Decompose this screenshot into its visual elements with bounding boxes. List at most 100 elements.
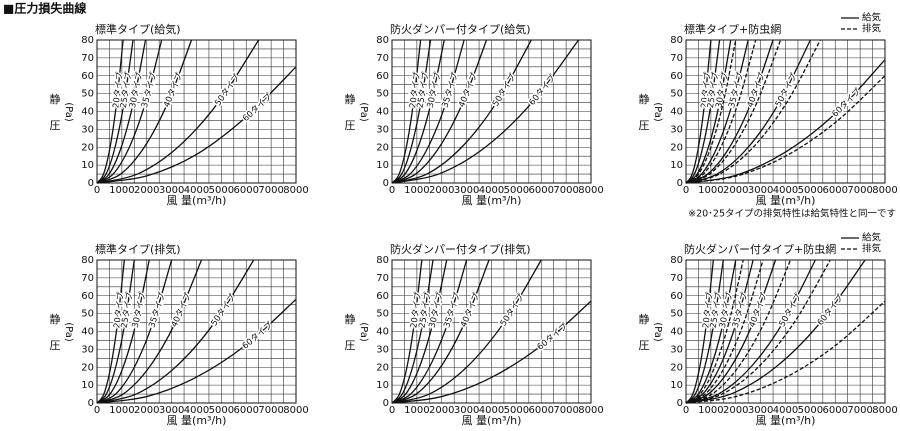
x-tick-label: 5000 xyxy=(504,405,529,416)
x-tick-label: 6000 xyxy=(234,405,259,416)
y-tick-label: 20 xyxy=(670,142,683,153)
curve xyxy=(391,259,448,404)
y-tick-label: 60 xyxy=(81,291,94,302)
y-tick-label: 50 xyxy=(81,309,94,320)
plot-frame xyxy=(685,259,886,404)
y-axis-label: 静 xyxy=(639,312,650,326)
y-tick-label: 60 xyxy=(376,71,389,82)
y-axis-unit: (Pa) xyxy=(358,322,369,342)
curve xyxy=(685,39,774,184)
y-axis-label: 圧 xyxy=(345,339,356,352)
y-tick-label: 0 xyxy=(88,178,94,189)
y-tick-label: 40 xyxy=(670,107,683,118)
curve xyxy=(96,259,150,404)
y-tick-label: 10 xyxy=(670,160,683,171)
curve xyxy=(685,39,757,184)
x-tick-label: 4000 xyxy=(184,405,209,416)
x-tick-label: 2000 xyxy=(429,405,454,416)
y-tick-label: 60 xyxy=(670,71,683,82)
x-tick-label: 5000 xyxy=(209,185,234,196)
x-tick-label: 5000 xyxy=(798,405,823,416)
y-tick-label: 30 xyxy=(376,124,389,135)
x-axis-label: 風 量(m³/h) xyxy=(462,414,522,427)
y-tick-label: 40 xyxy=(376,107,389,118)
y-tick-label: 40 xyxy=(670,327,683,338)
y-tick-label: 10 xyxy=(81,160,94,171)
x-tick-label: 0 xyxy=(389,405,395,416)
curve-label: 40タイプ xyxy=(162,71,185,109)
curve xyxy=(685,59,886,184)
y-tick-label: 80 xyxy=(670,35,683,46)
y-axis-label: 圧 xyxy=(50,119,61,132)
curve xyxy=(685,259,754,404)
x-tick-label: 1000 xyxy=(404,405,429,416)
x-tick-label: 4000 xyxy=(773,405,798,416)
x-tick-label: 8000 xyxy=(578,185,603,196)
curve xyxy=(391,259,423,404)
curve-label: 60タイプ xyxy=(241,320,276,351)
y-tick-label: 80 xyxy=(670,255,683,266)
y-axis-unit: (Pa) xyxy=(63,322,74,342)
y-axis-label: 静 xyxy=(345,92,356,106)
curve xyxy=(96,66,297,184)
curve-label: 20タイプ xyxy=(112,71,126,109)
x-tick-label: 1000 xyxy=(109,405,134,416)
x-tick-label: 7000 xyxy=(847,405,872,416)
curve xyxy=(685,39,721,184)
y-tick-label: 70 xyxy=(376,273,389,284)
curve xyxy=(391,39,422,184)
legend-label: 給気 xyxy=(862,232,882,244)
y-tick-label: 50 xyxy=(376,309,389,320)
x-tick-label: 6000 xyxy=(823,185,848,196)
curve xyxy=(96,39,193,184)
curve-label: 50タイプ xyxy=(777,292,804,329)
curve xyxy=(96,259,173,404)
plot-frame xyxy=(391,259,592,404)
x-tick-label: 2000 xyxy=(429,185,454,196)
y-tick-label: 10 xyxy=(670,380,683,391)
y-tick-label: 10 xyxy=(376,380,389,391)
curve xyxy=(685,259,715,404)
y-tick-label: 60 xyxy=(376,291,389,302)
curve xyxy=(685,300,886,404)
y-tick-label: 30 xyxy=(376,344,389,355)
x-tick-label: 7000 xyxy=(258,405,283,416)
y-axis-label: 静 xyxy=(639,92,650,106)
y-tick-label: 70 xyxy=(81,273,94,284)
y-tick-label: 50 xyxy=(670,309,683,320)
curve xyxy=(96,259,255,404)
curve xyxy=(685,39,737,184)
curve xyxy=(391,259,490,404)
curve xyxy=(391,39,465,184)
curve xyxy=(685,39,712,184)
legend-label: 排気 xyxy=(862,243,882,255)
curve xyxy=(96,259,126,404)
y-tick-label: 50 xyxy=(376,89,389,100)
x-tick-label: 3000 xyxy=(748,405,773,416)
y-tick-label: 20 xyxy=(376,142,389,153)
curve xyxy=(391,39,532,184)
curve-label: 50タイプ xyxy=(491,72,519,109)
x-tick-label: 3000 xyxy=(159,185,184,196)
y-tick-label: 10 xyxy=(81,380,94,391)
y-tick-label: 0 xyxy=(677,178,683,189)
y-tick-label: 50 xyxy=(670,89,683,100)
curve xyxy=(391,300,592,404)
x-tick-label: 2000 xyxy=(723,405,748,416)
y-tick-label: 20 xyxy=(81,362,94,373)
x-tick-label: 3000 xyxy=(159,405,184,416)
x-tick-label: 1000 xyxy=(404,185,429,196)
y-tick-label: 20 xyxy=(81,142,94,153)
plot-frame xyxy=(96,39,297,184)
x-axis-label: 風 量(m³/h) xyxy=(167,414,227,427)
x-axis-label: 風 量(m³/h) xyxy=(756,414,816,427)
curve xyxy=(685,259,831,404)
y-tick-label: 30 xyxy=(81,344,94,355)
x-tick-label: 8000 xyxy=(283,405,308,416)
x-tick-label: 5000 xyxy=(209,405,234,416)
y-tick-label: 0 xyxy=(88,398,94,409)
y-axis-label: 静 xyxy=(50,92,61,106)
curve xyxy=(685,259,724,404)
x-tick-label: 4000 xyxy=(479,405,504,416)
